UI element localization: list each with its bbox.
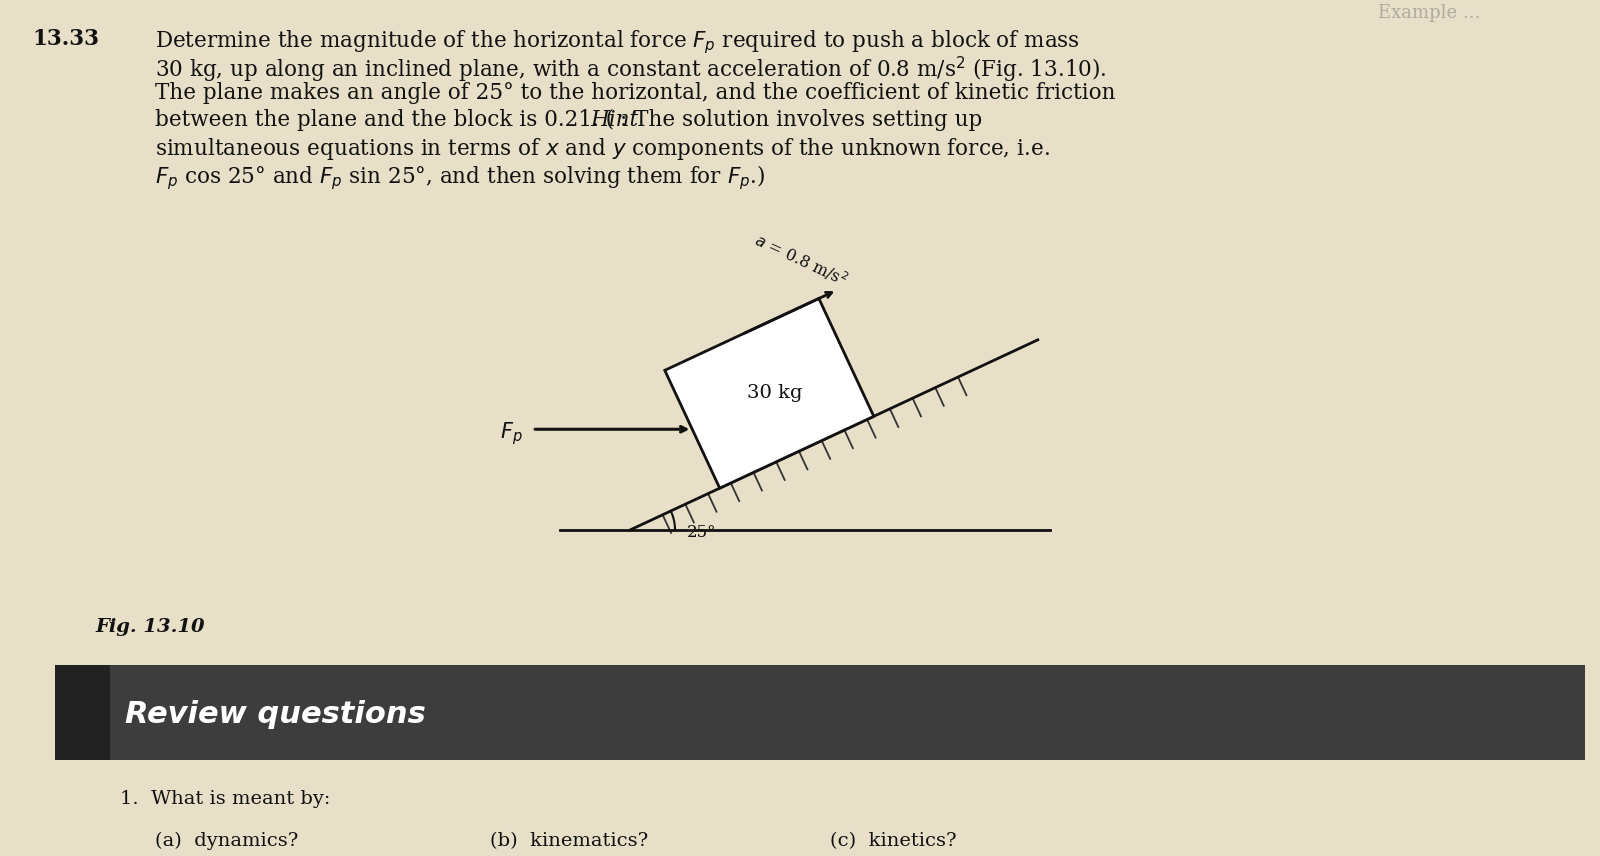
Text: 30 kg, up along an inclined plane, with a constant acceleration of 0.8 m/s$^2$ (: 30 kg, up along an inclined plane, with …: [155, 55, 1107, 86]
Text: (a)  dynamics?: (a) dynamics?: [155, 832, 298, 850]
Text: Fig. 13.10: Fig. 13.10: [94, 618, 205, 636]
Text: : The solution involves setting up: : The solution involves setting up: [621, 109, 982, 131]
Text: between the plane and the block is 0.21. (: between the plane and the block is 0.21.…: [155, 109, 614, 131]
Text: $F_p$: $F_p$: [499, 419, 522, 447]
Polygon shape: [664, 299, 874, 488]
Text: Determine the magnitude of the horizontal force $F_p$ required to push a block o: Determine the magnitude of the horizonta…: [155, 28, 1080, 56]
Text: 13.33: 13.33: [32, 28, 99, 50]
Text: simultaneous equations in terms of $x$ and $y$ components of the unknown force, : simultaneous equations in terms of $x$ a…: [155, 136, 1050, 162]
Text: The plane makes an angle of 25° to the horizontal, and the coefficient of kineti: The plane makes an angle of 25° to the h…: [155, 82, 1115, 104]
Text: 1.  What is meant by:: 1. What is meant by:: [120, 790, 330, 808]
Text: (b)  kinematics?: (b) kinematics?: [490, 832, 648, 850]
FancyBboxPatch shape: [54, 665, 1586, 760]
Text: $a$ = 0.8 m/s$^2$: $a$ = 0.8 m/s$^2$: [752, 229, 851, 290]
Text: Review questions: Review questions: [125, 700, 426, 729]
Text: Hint: Hint: [590, 109, 638, 131]
FancyBboxPatch shape: [54, 665, 110, 760]
Text: $F_p$ cos 25° and $F_p$ sin 25°, and then solving them for $F_p$.): $F_p$ cos 25° and $F_p$ sin 25°, and the…: [155, 163, 765, 192]
Text: 30 kg: 30 kg: [747, 384, 802, 402]
Text: (c)  kinetics?: (c) kinetics?: [830, 832, 957, 850]
Text: Example ...: Example ...: [1378, 4, 1480, 22]
Text: 25°: 25°: [686, 524, 717, 541]
